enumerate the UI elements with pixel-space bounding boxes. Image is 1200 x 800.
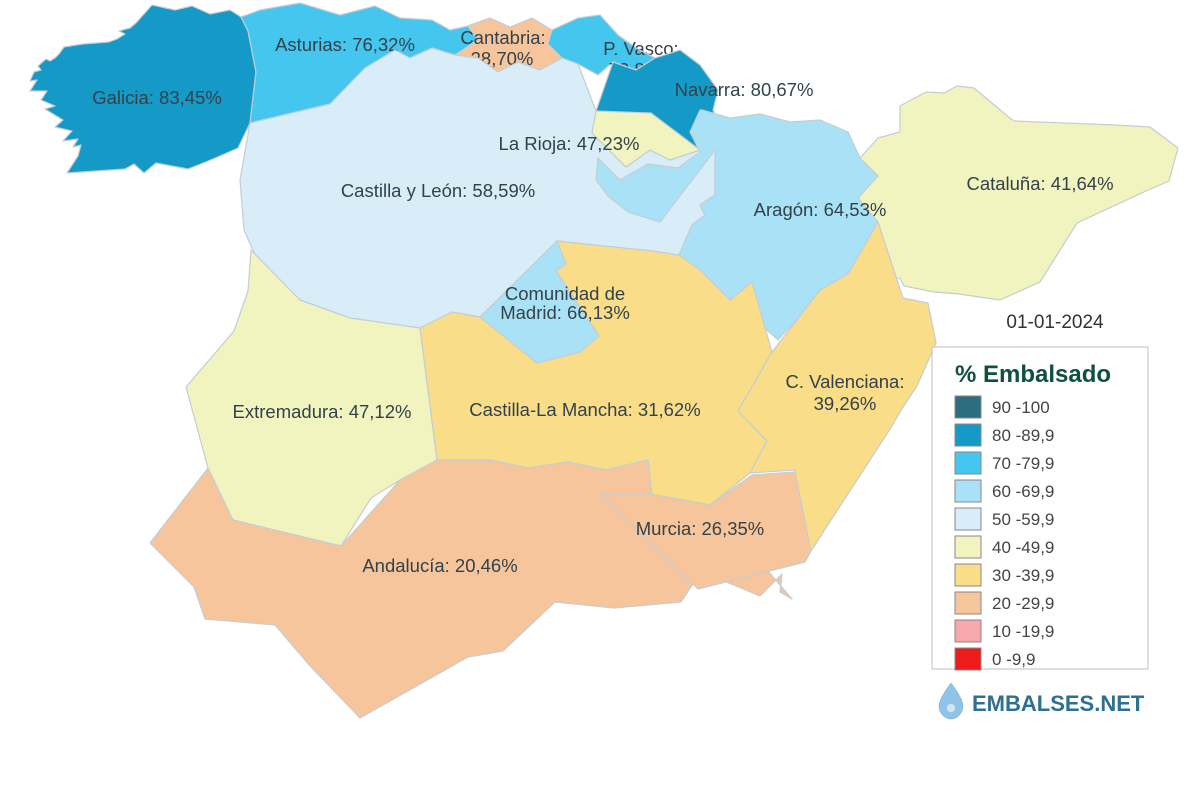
svg-text:Castilla-La Mancha: 31,62%: Castilla-La Mancha: 31,62% <box>469 399 700 420</box>
svg-text:Extremadura: 47,12%: Extremadura: 47,12% <box>233 401 412 422</box>
svg-text:Murcia: 26,35%: Murcia: 26,35% <box>636 518 765 539</box>
svg-text:EMBALSES.NET: EMBALSES.NET <box>972 691 1145 716</box>
svg-text:80 -89,9: 80 -89,9 <box>992 426 1054 445</box>
svg-text:39,26%: 39,26% <box>814 393 877 414</box>
svg-text:50 -59,9: 50 -59,9 <box>992 510 1054 529</box>
svg-text:01-01-2024: 01-01-2024 <box>1006 312 1104 333</box>
svg-text:Cataluña: 41,64%: Cataluña: 41,64% <box>966 173 1113 194</box>
svg-text:90 -100: 90 -100 <box>992 398 1050 417</box>
svg-text:Madrid: 66,13%: Madrid: 66,13% <box>500 302 630 323</box>
svg-text:Castilla y León: 58,59%: Castilla y León: 58,59% <box>341 180 535 201</box>
svg-text:Cantabria:: Cantabria: <box>460 27 545 48</box>
svg-text:Comunidad de: Comunidad de <box>505 283 625 304</box>
svg-text:10 -19,9: 10 -19,9 <box>992 622 1054 641</box>
svg-text:La Rioja: 47,23%: La Rioja: 47,23% <box>499 133 640 154</box>
svg-text:Navarra: 80,67%: Navarra: 80,67% <box>675 79 814 100</box>
svg-text:30 -39,9: 30 -39,9 <box>992 566 1054 585</box>
svg-text:C. Valenciana:: C. Valenciana: <box>786 371 905 392</box>
svg-text:Andalucía: 20,46%: Andalucía: 20,46% <box>362 555 517 576</box>
svg-text:0 -9,9: 0 -9,9 <box>992 650 1035 669</box>
svg-text:% Embalsado: % Embalsado <box>955 361 1111 388</box>
svg-text:60 -69,9: 60 -69,9 <box>992 482 1054 501</box>
svg-text:20 -29,9: 20 -29,9 <box>992 594 1054 613</box>
svg-text:70 -79,9: 70 -79,9 <box>992 454 1054 473</box>
svg-text:40 -49,9: 40 -49,9 <box>992 538 1054 557</box>
svg-text:Galicia: 83,45%: Galicia: 83,45% <box>92 87 222 108</box>
svg-text:Aragón: 64,53%: Aragón: 64,53% <box>754 199 887 220</box>
